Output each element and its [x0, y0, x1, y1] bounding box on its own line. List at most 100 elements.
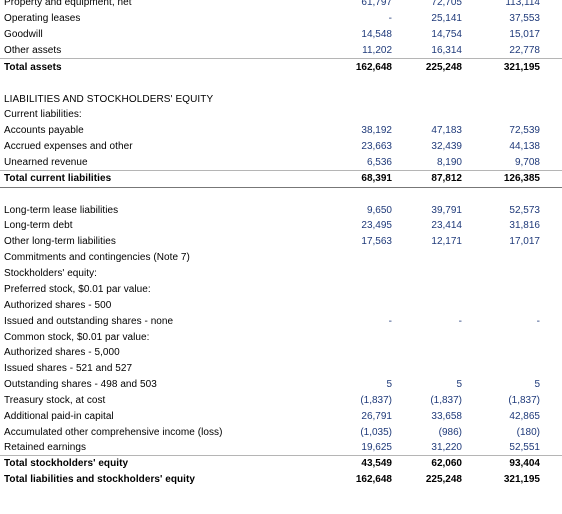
value-col-3: (180)	[516, 427, 540, 438]
row-label: Long-term debt	[4, 220, 73, 231]
row-label: Authorized shares - 5,000	[4, 347, 120, 358]
value-col-3: 42,865	[509, 411, 540, 422]
row-label: Total liabilities and stockholders' equi…	[4, 474, 195, 485]
row-label: Retained earnings	[4, 442, 87, 453]
row-label: Issued and outstanding shares - none	[4, 316, 174, 327]
table-row: Common stock, $0.01 par value:	[0, 331, 562, 345]
value-col-2: 225,248	[425, 474, 462, 485]
section-heading-label: LIABILITIES AND STOCKHOLDERS' EQUITY	[4, 94, 214, 105]
row-divider	[0, 58, 562, 59]
value-col-3: 22,778	[509, 45, 540, 56]
value-col-1: 6,536	[366, 157, 392, 168]
value-col-3: 93,404	[509, 458, 540, 469]
value-col-3: 9,708	[514, 157, 540, 168]
value-col-3: 72,539	[509, 125, 540, 136]
row-divider	[0, 170, 562, 171]
row-label: Commitments and contingencies (Note 7)	[4, 252, 190, 263]
value-col-1: (1,837)	[360, 395, 392, 406]
value-col-1: (1,035)	[360, 427, 392, 438]
table-row: Operating leases - 25,141 37,553	[0, 12, 562, 26]
value-col-1: 9,650	[366, 205, 392, 216]
total-row: Total stockholders' equity 43,549 62,060…	[0, 457, 562, 471]
total-row: Total assets 162,648 225,248 321,195	[0, 61, 562, 75]
value-col-2: (1,837)	[430, 395, 462, 406]
table-row: Issued and outstanding shares - none - -…	[0, 315, 562, 329]
value-col-3: 17,017	[509, 236, 540, 247]
row-divider	[0, 455, 562, 456]
table-row: Commitments and contingencies (Note 7)	[0, 251, 562, 265]
table-row: Authorized shares - 5,000	[0, 346, 562, 360]
table-row: Other assets 11,202 16,314 22,778	[0, 44, 562, 58]
value-col-3: (1,837)	[508, 395, 540, 406]
value-col-3: 113,114	[505, 0, 540, 8]
table-row: Issued shares - 521 and 527	[0, 362, 562, 376]
value-col-1: 162,648	[355, 474, 392, 485]
value-col-2: 87,812	[431, 173, 462, 184]
table-row: Accrued expenses and other 23,663 32,439…	[0, 140, 562, 154]
value-col-3: 37,553	[509, 13, 540, 24]
value-col-1: 26,791	[361, 411, 392, 422]
row-label: Authorized shares - 500	[4, 300, 112, 311]
row-label: Additional paid-in capital	[4, 411, 114, 422]
value-col-3: 321,195	[503, 62, 540, 73]
row-label: Preferred stock, $0.01 par value:	[4, 284, 151, 295]
value-col-2: 225,248	[425, 62, 462, 73]
value-col-3: 31,816	[509, 220, 540, 231]
table-row: Property and equipment, net 61,797 72,70…	[0, 0, 562, 10]
subsection-heading-label: Current liabilities:	[4, 109, 82, 120]
value-col-2: 14,754	[431, 29, 462, 40]
value-col-2: 39,791	[431, 205, 462, 216]
value-col-3: 52,573	[509, 205, 540, 216]
row-label: Other long-term liabilities	[4, 236, 116, 247]
value-col-1: 11,202	[362, 45, 392, 56]
row-label: Goodwill	[4, 29, 43, 40]
value-col-1: 162,648	[355, 62, 392, 73]
table-row: Stockholders' equity:	[0, 267, 562, 281]
table-row: Goodwill 14,548 14,754 15,017	[0, 28, 562, 42]
value-col-1: 23,663	[361, 141, 392, 152]
row-label: Accrued expenses and other	[4, 141, 133, 152]
row-label: Outstanding shares - 498 and 503	[4, 379, 157, 390]
value-col-2: -	[458, 316, 462, 327]
value-col-2: 33,658	[431, 411, 462, 422]
table-row: Preferred stock, $0.01 par value:	[0, 283, 562, 297]
value-col-1: 43,549	[361, 458, 392, 469]
section-heading: LIABILITIES AND STOCKHOLDERS' EQUITY	[0, 93, 562, 107]
value-col-1: -	[388, 316, 392, 327]
row-label: Total current liabilities	[4, 173, 112, 184]
value-col-1: 19,625	[361, 442, 392, 453]
table-row: Accounts payable 38,192 47,183 72,539	[0, 124, 562, 138]
value-col-2: 16,314	[431, 45, 462, 56]
row-label: Accounts payable	[4, 125, 84, 136]
value-col-3: 52,551	[509, 442, 540, 453]
table-row: Treasury stock, at cost (1,837) (1,837) …	[0, 394, 562, 408]
row-label: Operating leases	[4, 13, 81, 24]
value-col-1: 68,391	[361, 173, 392, 184]
row-label: Long-term lease liabilities	[4, 205, 119, 216]
table-row: Retained earnings 19,625 31,220 52,551	[0, 441, 562, 455]
table-row: Unearned revenue 6,536 8,190 9,708	[0, 156, 562, 170]
value-col-2: 8,190	[436, 157, 462, 168]
row-label: Property and equipment, net	[4, 0, 132, 8]
row-label: Common stock, $0.01 par value:	[4, 332, 150, 343]
value-col-3: 15,017	[509, 29, 540, 40]
row-label: Stockholders' equity:	[4, 268, 98, 279]
value-col-3: -	[536, 316, 540, 327]
value-col-1: -	[388, 13, 392, 24]
table-row: Other long-term liabilities 17,563 12,17…	[0, 235, 562, 249]
table-row: Long-term lease liabilities 9,650 39,791…	[0, 204, 562, 218]
value-col-2: 32,439	[431, 141, 462, 152]
row-label: Total stockholders' equity	[4, 458, 129, 469]
table-row: Outstanding shares - 498 and 503 5 5 5	[0, 378, 562, 392]
row-label: Other assets	[4, 45, 62, 56]
value-col-1: 5	[386, 379, 392, 390]
value-col-2: 62,060	[431, 458, 462, 469]
value-col-3: 126,385	[503, 173, 540, 184]
value-col-2: 5	[456, 379, 462, 390]
value-col-1: 38,192	[361, 125, 392, 136]
value-col-2: 47,183	[431, 125, 462, 136]
total-row: Total current liabilities 68,391 87,812 …	[0, 172, 562, 186]
table-row: Additional paid-in capital 26,791 33,658…	[0, 410, 562, 424]
section-divider	[0, 187, 562, 188]
table-row: Accumulated other comprehensive income (…	[0, 426, 562, 440]
